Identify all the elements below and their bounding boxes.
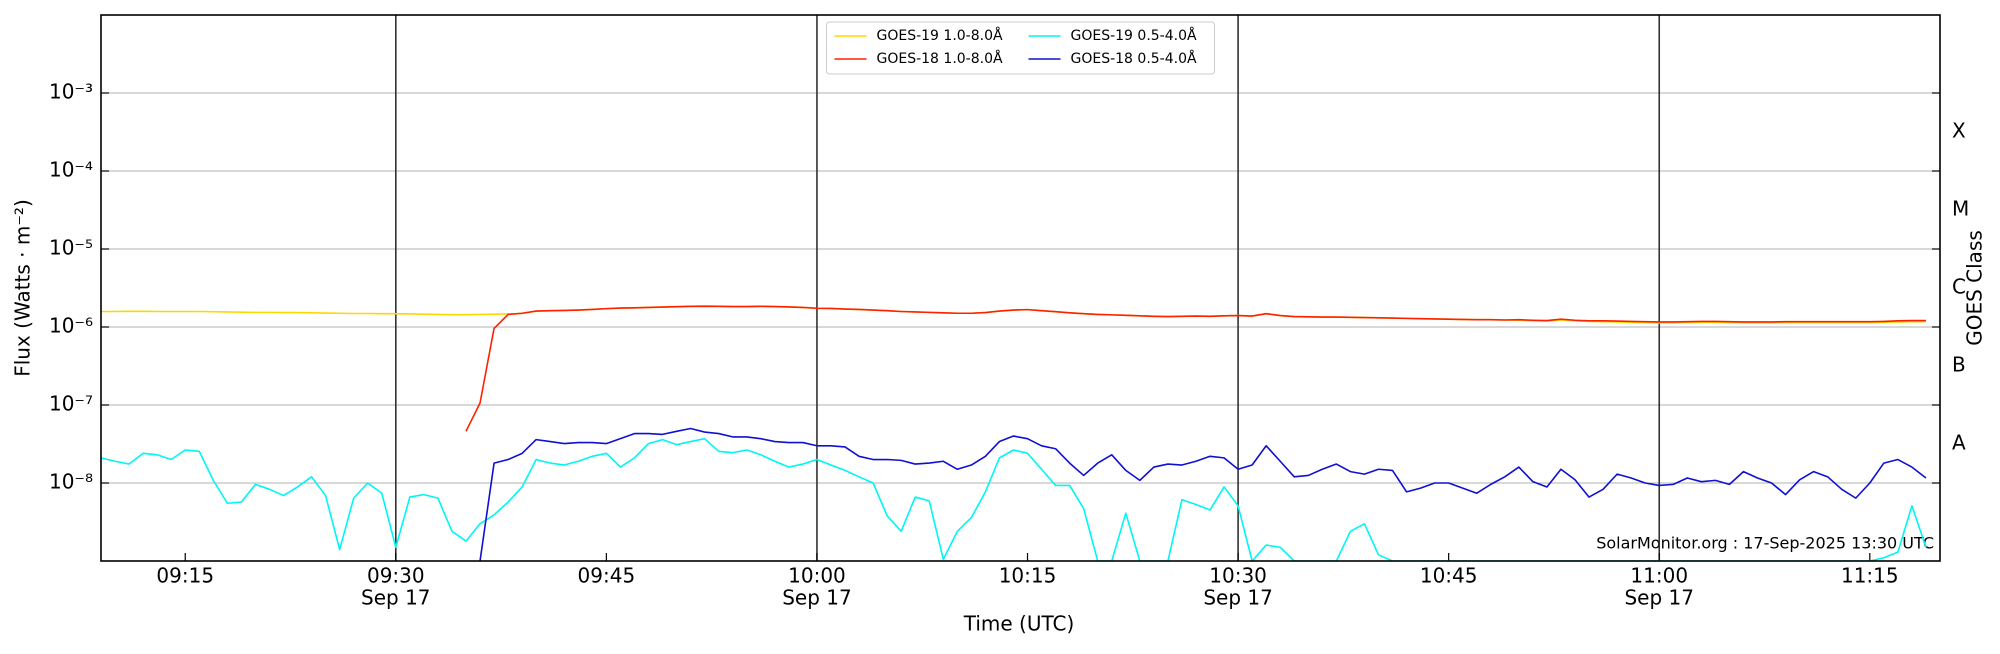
x-tick-sublabel: Sep 17 <box>782 586 852 610</box>
annotation: SolarMonitor.org : 17-Sep-2025 13:30 UTC <box>1596 534 1934 553</box>
x-tick-sublabel: Sep 17 <box>1203 586 1273 610</box>
x-tick-label: 10:00 <box>788 564 846 588</box>
y-axis-label: Flux (Watts · m⁻²) <box>11 199 35 377</box>
plot-frame <box>100 14 1941 562</box>
legend-label: GOES-18 1.0-8.0Å <box>877 50 1003 67</box>
x-tick-label: 11:15 <box>1841 564 1899 588</box>
y-tick-label: 10⁻³ <box>49 80 93 104</box>
x-tick-sublabel: Sep 17 <box>361 586 431 610</box>
x-tick-label: 11:00 <box>1630 564 1688 588</box>
x-tick-sublabel: Sep 17 <box>1624 586 1694 610</box>
y-tick-label: 10⁻⁶ <box>49 314 93 338</box>
plot-area <box>101 305 1927 561</box>
x-tick-label: 10:15 <box>999 564 1057 588</box>
series-line <box>101 437 1927 561</box>
class-label: M <box>1952 197 1969 221</box>
legend: GOES-19 1.0-8.0Å GOES-18 1.0-8.0Å GOES-19 … <box>826 21 1215 75</box>
x-tick-label: 10:45 <box>1420 564 1478 588</box>
y-tick-label: 10⁻⁵ <box>49 236 93 260</box>
legend-label: GOES-19 0.5-4.0Å <box>1071 27 1197 44</box>
y-tick-label: 10⁻⁷ <box>49 392 93 416</box>
y-tick-label: 10⁻⁴ <box>49 158 93 182</box>
x-tick-label: 10:30 <box>1209 564 1267 588</box>
class-label: C <box>1952 275 1966 299</box>
x-tick-label: 09:45 <box>578 564 636 588</box>
series-line <box>465 305 1926 432</box>
class-label: X <box>1952 119 1966 143</box>
x-tick-label: 09:15 <box>156 564 214 588</box>
class-label: A <box>1952 431 1966 455</box>
x-tick-label: 09:30 <box>367 564 425 588</box>
legend-label: GOES-18 0.5-4.0Å <box>1071 50 1197 67</box>
class-label: B <box>1952 353 1966 377</box>
y2-axis-label: GOES Class <box>1963 230 1987 346</box>
legend-box <box>826 21 1215 75</box>
y-tick-label: 10⁻⁸ <box>49 470 93 494</box>
series-line <box>479 427 1927 561</box>
legend-label: GOES-19 1.0-8.0Å <box>877 27 1003 44</box>
series-line <box>101 305 1926 324</box>
x-axis-label: Time (UTC) <box>963 612 1075 636</box>
